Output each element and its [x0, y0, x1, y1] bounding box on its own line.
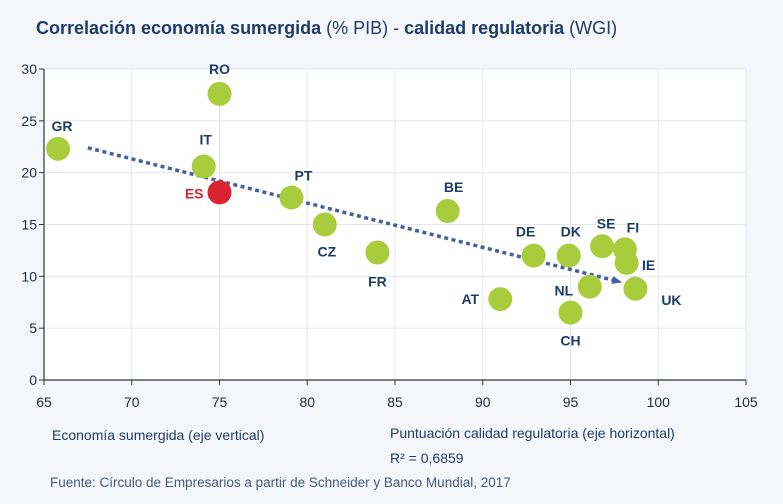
source-note: Fuente: Círculo de Empresarios a partir … [50, 475, 511, 490]
point-marker [365, 240, 390, 265]
data-points: RO GR IT ES PT CZ BE FR DE DK SE FI IE NL UK AT CH [46, 61, 682, 349]
y-tick: 20 [21, 165, 44, 181]
point-marker [207, 81, 232, 106]
point-label: FI [627, 219, 639, 235]
data-point-cz: CZ [312, 212, 337, 260]
y-tick-label: 15 [21, 217, 37, 233]
x-tick: 95 [563, 380, 579, 410]
x-tick-label: 80 [299, 394, 315, 410]
y-tick: 25 [21, 113, 44, 129]
x-tick-label: 85 [387, 394, 403, 410]
x-tick: 100 [647, 380, 671, 410]
data-point-se: SE [590, 215, 616, 259]
y-tick-label: 30 [21, 61, 37, 77]
data-point-be: BE [435, 179, 463, 224]
scatter-chart: 65 70 75 80 85 90 95 100 105 0 5 10 15 20 25 30 RO GR IT E… [21, 61, 757, 410]
x-tick-label: 100 [647, 394, 671, 410]
y-tick: 10 [21, 268, 44, 284]
y-tick-label: 10 [21, 268, 37, 284]
point-marker [279, 185, 304, 210]
point-marker [435, 199, 460, 224]
point-marker [614, 250, 639, 275]
point-label: UK [661, 292, 681, 308]
data-point-uk: UK [623, 276, 682, 308]
data-point-de: DE [516, 224, 546, 268]
axes: 65 70 75 80 85 90 95 100 105 0 5 10 15 20 25 30 [21, 61, 757, 410]
point-marker [46, 136, 71, 161]
point-marker [623, 276, 648, 301]
data-point-es: ES [185, 180, 232, 205]
title-part-4: (WGI) [564, 18, 618, 38]
data-point-pt: PT [279, 168, 313, 210]
point-label: ES [185, 185, 204, 201]
point-marker [556, 243, 581, 268]
y-tick-label: 25 [21, 113, 37, 129]
r-squared-label: R² = 0,6859 [390, 450, 464, 466]
data-point-it: IT [191, 131, 216, 179]
point-label: IE [642, 257, 655, 273]
x-tick-label: 90 [475, 394, 491, 410]
point-label: DE [516, 224, 535, 240]
point-marker [590, 234, 615, 259]
y-tick: 15 [21, 217, 44, 233]
point-label: RO [209, 61, 230, 77]
x-tick-label: 65 [36, 394, 52, 410]
y-axis-description: Economía sumergida (eje vertical) [52, 427, 265, 443]
point-marker [207, 180, 232, 205]
x-axis-description: Puntuación calidad regulatoria (eje hori… [390, 425, 675, 441]
point-marker [191, 154, 216, 179]
y-tick-label: 20 [21, 165, 37, 181]
data-point-ro: RO [207, 61, 232, 106]
y-tick-label: 5 [29, 320, 37, 336]
point-label: SE [597, 215, 616, 231]
point-label: NL [554, 283, 573, 299]
data-point-at: AT [461, 287, 513, 312]
title-part-2: (% PIB) - [321, 18, 405, 38]
data-point-ch: CH [558, 300, 583, 349]
data-point-gr: GR [46, 118, 73, 161]
point-marker [558, 300, 583, 325]
x-tick-label: 95 [563, 394, 579, 410]
x-tick-label: 105 [734, 394, 758, 410]
point-label: AT [461, 291, 479, 307]
point-label: PT [295, 168, 313, 184]
data-point-fr: FR [365, 240, 390, 289]
x-tick: 80 [299, 380, 315, 410]
data-point-ie: IE [614, 250, 655, 275]
point-label: IT [199, 131, 212, 147]
point-label: GR [52, 118, 73, 134]
point-marker [312, 212, 337, 237]
x-tick: 85 [387, 380, 403, 410]
chart-title: Correlación economía sumergida (% PIB) -… [36, 18, 617, 39]
x-tick: 90 [475, 380, 491, 410]
x-tick: 105 [734, 380, 758, 410]
point-marker [521, 243, 546, 268]
point-label: FR [368, 273, 387, 289]
point-marker [488, 287, 513, 312]
y-tick: 5 [29, 320, 44, 336]
point-label: DK [561, 224, 581, 240]
title-part-1: Correlación economía sumergida [36, 18, 322, 38]
point-label: CZ [317, 244, 336, 260]
point-marker [577, 274, 602, 299]
data-point-nl: NL [554, 274, 602, 299]
point-label: BE [444, 179, 463, 195]
data-point-dk: DK [556, 224, 581, 268]
x-tick-label: 70 [124, 394, 140, 410]
y-tick: 0 [29, 372, 44, 388]
x-tick: 70 [124, 380, 140, 410]
y-tick-label: 0 [29, 372, 37, 388]
x-tick: 65 [36, 380, 52, 410]
x-tick-label: 75 [212, 394, 228, 410]
x-tick: 75 [212, 380, 228, 410]
point-label: CH [560, 333, 580, 349]
y-tick: 30 [21, 61, 44, 77]
title-part-3: calidad regulatoria [404, 18, 565, 38]
